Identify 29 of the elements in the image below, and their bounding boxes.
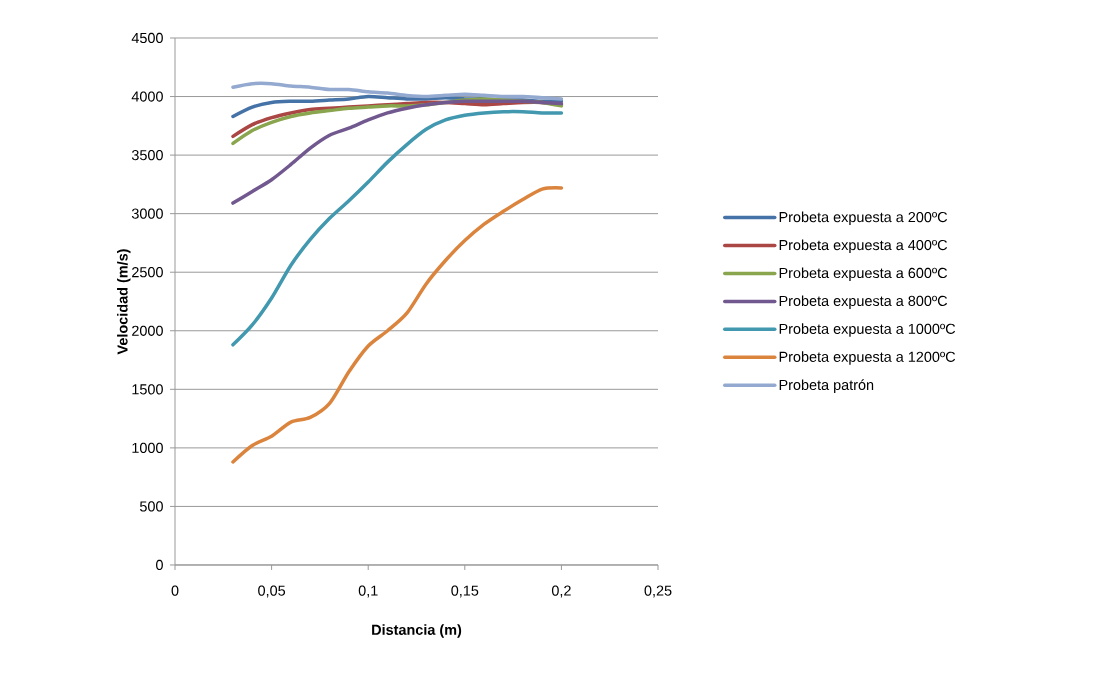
x-tick-label: 0,2: [551, 585, 571, 598]
y-tick-label: 0: [156, 559, 163, 571]
y-tick-label: 1500: [132, 384, 163, 395]
y-tick-label: 2500: [132, 267, 163, 278]
y-axis-title: Velocidad (m/s): [117, 249, 131, 355]
legend-label: Probeta expuesta a 1200ºC: [779, 351, 956, 365]
line-series: [231, 99, 564, 205]
legend-label: Probeta expuesta a 400ºC: [779, 239, 948, 253]
x-tick-label: 0,05: [258, 585, 286, 598]
legend-label: Probeta expuesta a 800ºC: [779, 295, 948, 309]
x-tick-label: 0,15: [451, 585, 479, 598]
y-tick-label: 1000: [132, 442, 163, 453]
x-axis-title: Distancia (m): [372, 624, 462, 638]
line-series: [231, 81, 564, 101]
y-tick-label: 4000: [131, 91, 163, 102]
x-tick-label: 0,25: [644, 585, 672, 598]
y-tick-label: 4500: [131, 32, 163, 44]
y-tick-label: 500: [139, 501, 163, 512]
legend-label: Probeta expuesta a 1000ºC: [779, 323, 956, 337]
line-series: [231, 186, 564, 464]
y-tick-label: 3000: [131, 208, 163, 219]
y-tick-label: 2000: [132, 325, 163, 336]
line-series: [231, 109, 564, 347]
x-tick-label: 0: [171, 585, 179, 596]
legend-label: Probeta expuesta a 600ºC: [779, 267, 948, 281]
legend-label: Probeta expuesta a 200ºC: [779, 211, 948, 226]
legend-label: Probeta patrón: [779, 379, 874, 393]
y-tick-label: 3500: [131, 149, 163, 161]
x-tick-label: 0,1: [358, 585, 378, 598]
